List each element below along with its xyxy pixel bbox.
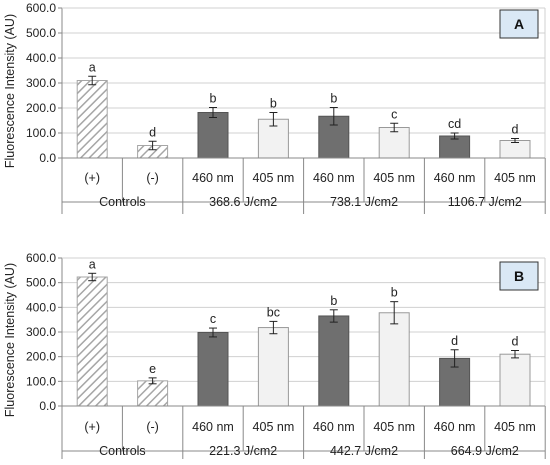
significance-letter: d — [149, 125, 156, 139]
y-tick-label: 100.0 — [26, 374, 56, 388]
x-category-label: (+) — [84, 420, 100, 434]
x-category-label: 460 nm — [192, 171, 234, 185]
y-tick-label: 500.0 — [26, 276, 56, 290]
x-group-label: Controls — [99, 444, 146, 458]
significance-letter: b — [270, 97, 277, 111]
bar — [257, 327, 289, 407]
x-category-label: 405 nm — [494, 420, 536, 434]
significance-letter: c — [391, 107, 397, 121]
y-tick-label: 600.0 — [26, 251, 56, 265]
x-category-label: 460 nm — [434, 420, 476, 434]
y-tick-label: 200.0 — [26, 101, 56, 115]
y-tick-label: 200.0 — [26, 350, 56, 364]
significance-letter: d — [512, 123, 519, 137]
y-tick-label: 400.0 — [26, 51, 56, 65]
x-category-label: (-) — [146, 171, 159, 185]
y-axis-label: Fluorescence Intensity (AU) — [3, 263, 17, 417]
x-category-label: 405 nm — [373, 171, 415, 185]
significance-letter: d — [451, 334, 458, 348]
x-category-label: (-) — [146, 420, 159, 434]
significance-letter: d — [512, 335, 519, 349]
bar — [499, 353, 531, 407]
panel-label: B — [514, 268, 524, 284]
bar — [197, 112, 229, 159]
y-tick-label: 0.0 — [39, 151, 56, 165]
y-tick-label: 0.0 — [39, 399, 56, 413]
y-tick-label: 100.0 — [26, 126, 56, 140]
significance-letter: a — [89, 257, 96, 271]
bar — [197, 331, 229, 407]
x-group-label: Controls — [99, 195, 146, 209]
x-category-label: 460 nm — [192, 420, 234, 434]
x-category-label: 405 nm — [494, 171, 536, 185]
significance-letter: cd — [448, 117, 461, 131]
significance-letter: e — [149, 362, 156, 376]
significance-letter: bc — [267, 305, 280, 319]
panel-label-box — [499, 9, 539, 39]
chart-panel-b: 0.0 100.0 200.0 300.0 400.0 500.0 600.0 Fluores… — [3, 251, 546, 459]
x-group-label: 368.6 J/cm2 — [209, 195, 277, 209]
x-category-label: 405 nm — [373, 420, 415, 434]
y-tick-label: 300.0 — [26, 76, 56, 90]
y-tick-label: 300.0 — [26, 325, 56, 339]
x-category-label: 460 nm — [313, 420, 355, 434]
significance-letter: b — [330, 92, 337, 106]
x-group-label: 221.3 J/cm2 — [209, 444, 277, 458]
bar — [499, 140, 531, 159]
significance-letter: b — [210, 92, 217, 106]
y-tick-label: 500.0 — [26, 26, 56, 40]
significance-letter: b — [330, 294, 337, 308]
panel-label: A — [514, 16, 524, 32]
chart-panel-a: 0.0 100.0 200.0 300.0 400.0 500.0 600.0 Fluores… — [3, 1, 546, 214]
x-category-label: 405 nm — [253, 171, 295, 185]
bar — [318, 315, 350, 407]
panel-label-box — [499, 261, 539, 291]
bar — [76, 276, 108, 407]
x-group-label: 1106.7 J/cm2 — [448, 195, 522, 209]
y-tick-label: 400.0 — [26, 300, 56, 314]
bar — [76, 80, 108, 159]
y-axis-label: Fluorescence Intensity (AU) — [3, 14, 17, 168]
x-category-label: (+) — [84, 171, 100, 185]
x-category-label: 405 nm — [253, 420, 295, 434]
significance-letter: c — [210, 312, 216, 326]
significance-letter: b — [391, 286, 398, 300]
x-category-label: 460 nm — [313, 171, 355, 185]
y-tick-label: 600.0 — [26, 1, 56, 15]
x-group-label: 664.9 J/cm2 — [451, 444, 519, 458]
x-group-label: 738.1 J/cm2 — [330, 195, 398, 209]
bar — [378, 312, 410, 407]
significance-letter: a — [89, 60, 96, 74]
x-group-label: 442.7 J/cm2 — [330, 444, 398, 458]
bar — [137, 380, 169, 407]
x-category-label: 460 nm — [434, 171, 476, 185]
